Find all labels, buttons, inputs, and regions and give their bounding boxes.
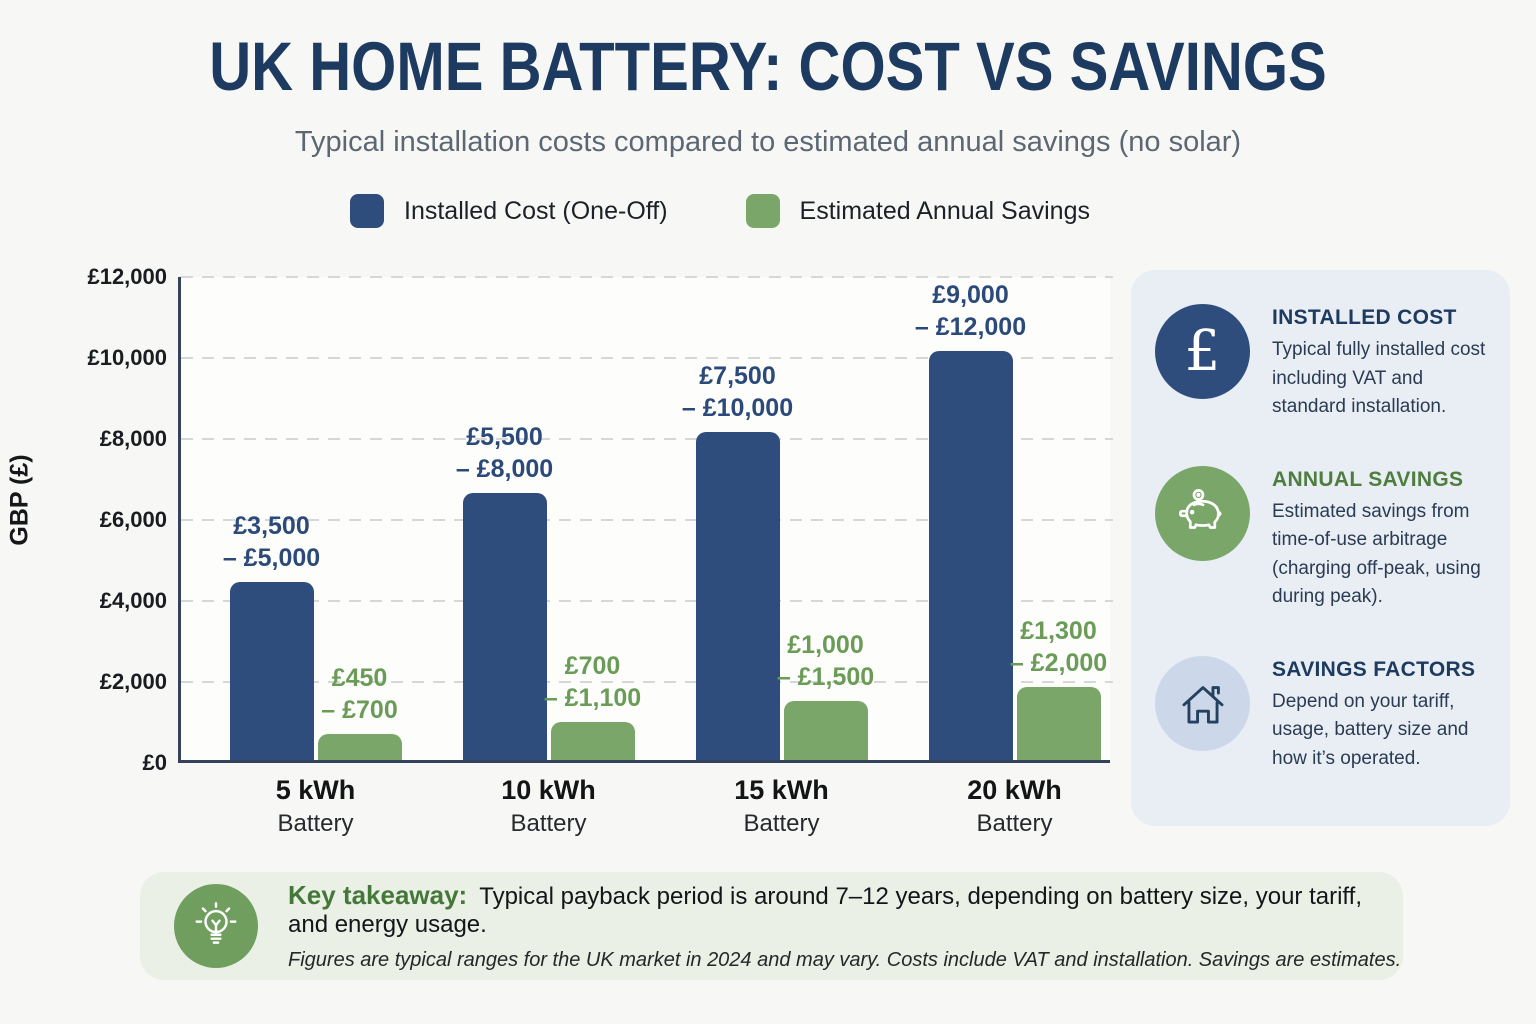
y-tick-label: £10,000	[87, 345, 167, 370]
savings-range-label: £450– £700	[321, 664, 398, 724]
savings-bar	[317, 734, 402, 760]
cost-range-label: £3,500– £5,000	[222, 512, 321, 572]
chart-legend: Installed Cost (One-Off) Estimated Annua…	[0, 194, 1440, 228]
gridline	[181, 438, 1113, 440]
card-body: Typical fully installed cost including V…	[1272, 339, 1486, 417]
savings-bar	[550, 722, 635, 760]
legend-item-installed-cost: Installed Cost (One-Off)	[350, 194, 668, 228]
gridline	[181, 681, 1113, 683]
cost-bar	[695, 432, 780, 760]
legend-item-annual-savings: Estimated Annual Savings	[745, 194, 1090, 228]
cost-range-label: £5,500– £8,000	[455, 423, 554, 483]
x-category-label: 20 kWh Battery	[967, 775, 1062, 837]
piggy-bank-icon	[1155, 465, 1250, 561]
savings-bar	[783, 701, 868, 760]
savings-legend-swatch	[745, 194, 780, 228]
gridline	[181, 519, 1113, 521]
card-title: INSTALLED COST	[1272, 306, 1457, 329]
takeaway-line: Key takeaway: Typical payback period is a…	[288, 880, 1403, 939]
card-annual-savings: ANNUAL SAVINGS Estimated savings from ti…	[1155, 465, 1492, 612]
y-tick-label: £2,000	[99, 669, 167, 694]
y-tick-label: £12,000	[87, 264, 167, 289]
house-icon	[1155, 655, 1250, 751]
y-tick-label: £4,000	[99, 588, 167, 613]
savings-range-label: £1,300– £2,000	[1009, 617, 1108, 677]
legend-label: Estimated Annual Savings	[799, 196, 1090, 225]
card-installed-cost: £ INSTALLED COST Typical fully installed…	[1155, 304, 1492, 422]
cost-range-label: £9,000– £12,000	[914, 281, 1027, 341]
card-body: Estimated savings from time-of-use arbit…	[1272, 500, 1481, 608]
info-sidebar: £ INSTALLED COST Typical fully installed…	[1131, 270, 1510, 826]
card-savings-factors: SAVINGS FACTORS Depend on your tariff, u…	[1155, 655, 1492, 774]
page-title: UK HOME BATTERY: COST VS SAVINGS	[209, 27, 1327, 105]
y-tick-label: £6,000	[99, 507, 167, 532]
cost-bar	[462, 493, 547, 760]
gridline	[181, 600, 1113, 602]
card-body: Depend on your tariff, usage, battery si…	[1272, 690, 1469, 769]
x-category-label: 5 kWh Battery	[275, 775, 356, 837]
gridline	[181, 276, 1113, 278]
pound-icon: £	[1155, 304, 1250, 399]
takeaway-label: Key takeaway:	[288, 880, 468, 910]
key-takeaway-panel: Key takeaway: Typical payback period is a…	[140, 872, 1403, 980]
x-category-label: 15 kWh Battery	[734, 775, 829, 837]
cost-legend-swatch	[350, 194, 384, 228]
card-title: SAVINGS FACTORS	[1272, 657, 1476, 681]
savings-range-label: £700– £1,100	[543, 652, 642, 712]
gridline	[181, 357, 1113, 359]
takeaway-text: Typical payback period is around 7–12 ye…	[288, 883, 1362, 938]
y-tick-label: £0	[142, 750, 167, 775]
page-subtitle: Typical installation costs compared to e…	[294, 126, 1242, 158]
savings-range-label: £1,000– £1,500	[776, 631, 875, 691]
y-axis-title: GBP (£)	[5, 454, 34, 546]
y-tick-label: £8,000	[99, 426, 167, 451]
footer-note: Figures are typical ranges for the UK ma…	[288, 949, 1402, 971]
cost-bar	[229, 582, 314, 760]
savings-bar	[1016, 687, 1101, 760]
x-category-label: 10 kWh Battery	[501, 775, 596, 837]
cost-bar	[928, 351, 1013, 760]
card-title: ANNUAL SAVINGS	[1272, 467, 1464, 491]
lightbulb-icon	[174, 884, 258, 968]
legend-label: Installed Cost (One-Off)	[404, 196, 668, 225]
plot-area: £0 £2,000 £4,000 £6,000 £8,000 £10,000 £12,000…	[87, 264, 1113, 837]
cost-range-label: £7,500– £10,000	[681, 362, 794, 422]
